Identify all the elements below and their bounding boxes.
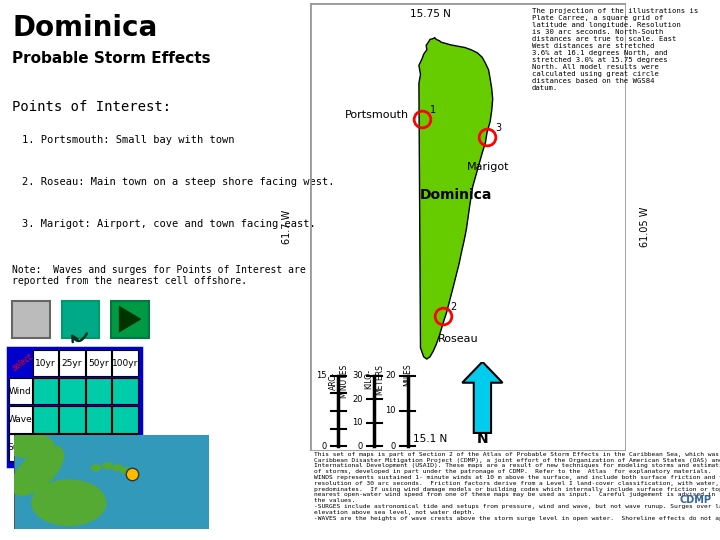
Text: 25yr: 25yr	[62, 359, 82, 368]
Text: 15.75 N: 15.75 N	[410, 9, 451, 19]
Ellipse shape	[32, 480, 106, 525]
Ellipse shape	[126, 471, 136, 476]
Ellipse shape	[6, 434, 54, 458]
Text: 0: 0	[358, 442, 363, 451]
FancyBboxPatch shape	[59, 434, 84, 461]
FancyBboxPatch shape	[86, 378, 111, 404]
Ellipse shape	[91, 465, 101, 470]
FancyBboxPatch shape	[32, 350, 58, 376]
FancyBboxPatch shape	[112, 434, 138, 461]
Text: 0: 0	[391, 442, 396, 451]
Text: 15.1 N: 15.1 N	[413, 434, 447, 444]
Text: 10: 10	[385, 407, 396, 415]
Text: This set of maps is part of Section 2 of the Atlas of Probable Storm Effects in : This set of maps is part of Section 2 of…	[314, 452, 720, 521]
Text: Dominica: Dominica	[420, 188, 492, 202]
Text: Points of Interest:: Points of Interest:	[12, 100, 171, 114]
FancyBboxPatch shape	[32, 378, 58, 404]
Polygon shape	[462, 362, 503, 433]
Polygon shape	[419, 38, 492, 359]
FancyBboxPatch shape	[86, 406, 111, 433]
Text: 10yr: 10yr	[35, 359, 55, 368]
Text: Probable Storm Effects: Probable Storm Effects	[12, 51, 211, 66]
Text: MILES: MILES	[403, 364, 412, 386]
Text: 50yr: 50yr	[88, 359, 109, 368]
Text: 20: 20	[352, 395, 363, 404]
Text: 2. Roseau: Main town on a steep shore facing west.: 2. Roseau: Main town on a steep shore fa…	[22, 177, 334, 187]
FancyBboxPatch shape	[86, 350, 111, 376]
Text: N: N	[477, 432, 488, 446]
FancyBboxPatch shape	[9, 434, 32, 461]
FancyBboxPatch shape	[9, 406, 32, 433]
Text: Wave: Wave	[8, 415, 33, 424]
Text: 3. Marigot: Airport, cove and town facing east.: 3. Marigot: Airport, cove and town facin…	[22, 219, 315, 230]
FancyBboxPatch shape	[8, 348, 140, 466]
Ellipse shape	[120, 468, 130, 474]
Text: Wind: Wind	[9, 387, 32, 396]
Ellipse shape	[12, 446, 63, 495]
Ellipse shape	[103, 463, 112, 469]
Text: select: select	[11, 353, 35, 373]
Text: 10: 10	[352, 418, 363, 427]
Polygon shape	[120, 306, 141, 332]
Text: Surge: Surge	[7, 443, 34, 452]
Text: 0: 0	[322, 442, 327, 451]
Text: The projection of the illustrations is
Plate Carree, a square grid of
latitude a: The projection of the illustrations is P…	[531, 9, 698, 91]
FancyBboxPatch shape	[14, 435, 209, 529]
Text: Marigot: Marigot	[467, 162, 510, 172]
Text: 61.05 W: 61.05 W	[640, 207, 650, 247]
Text: 100yr: 100yr	[112, 359, 138, 368]
Text: Note:  Waves and surges for Points of Interest are
reported from the nearest cel: Note: Waves and surges for Points of Int…	[12, 265, 306, 286]
FancyBboxPatch shape	[9, 378, 32, 404]
FancyBboxPatch shape	[86, 434, 111, 461]
Ellipse shape	[130, 472, 140, 478]
FancyBboxPatch shape	[59, 350, 84, 376]
FancyBboxPatch shape	[32, 434, 58, 461]
FancyBboxPatch shape	[62, 301, 99, 338]
Text: CDMP: CDMP	[680, 495, 711, 505]
FancyBboxPatch shape	[112, 350, 138, 376]
FancyBboxPatch shape	[112, 406, 138, 433]
FancyBboxPatch shape	[12, 301, 50, 338]
Text: 3: 3	[495, 123, 501, 133]
Text: 15: 15	[316, 371, 327, 380]
Text: 2: 2	[451, 302, 456, 312]
Ellipse shape	[112, 465, 122, 470]
Text: Dominica: Dominica	[12, 14, 158, 42]
Text: 20: 20	[385, 371, 396, 380]
Text: 30: 30	[352, 371, 363, 380]
Text: 61.7 W: 61.7 W	[282, 210, 292, 244]
FancyBboxPatch shape	[32, 406, 58, 433]
FancyBboxPatch shape	[59, 378, 84, 404]
Text: KILO-
METERS: KILO- METERS	[365, 364, 384, 395]
Text: 1. Portsmouth: Small bay with town: 1. Portsmouth: Small bay with town	[22, 135, 234, 145]
FancyBboxPatch shape	[59, 406, 84, 433]
Text: Portsmouth: Portsmouth	[346, 110, 410, 120]
FancyBboxPatch shape	[112, 378, 138, 404]
Text: 1: 1	[430, 105, 436, 115]
Text: ARC-
MINUTES: ARC- MINUTES	[329, 364, 348, 398]
Text: Roseau: Roseau	[438, 334, 479, 345]
FancyBboxPatch shape	[112, 301, 148, 338]
